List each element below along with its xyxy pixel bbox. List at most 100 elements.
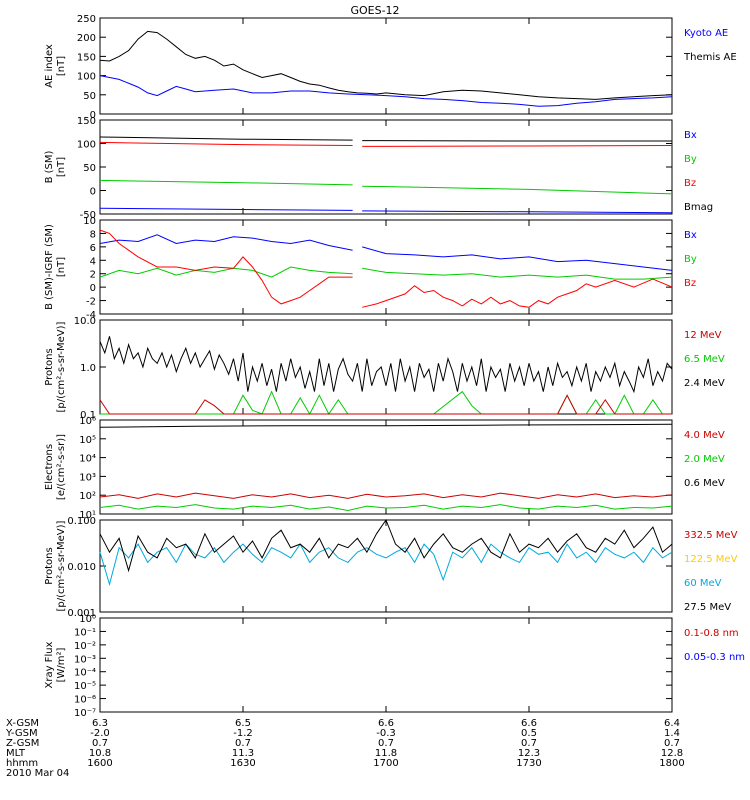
legend-entry: 2.4 MeV xyxy=(684,378,725,389)
ephemeris-value: 11.8 xyxy=(375,748,397,759)
y-tick-label: 150 xyxy=(77,52,96,63)
y-tick-label: 150 xyxy=(77,116,96,127)
ephemeris-label: MLT xyxy=(6,748,26,759)
ephemeris-value: 0.5 xyxy=(521,728,537,739)
plot-title: GOES-12 xyxy=(350,4,399,17)
y-axis-title: [nT] xyxy=(56,257,67,277)
series-line xyxy=(362,278,673,308)
y-tick-label: 10⁵ xyxy=(79,435,96,446)
ephemeris-value: 0.7 xyxy=(664,738,680,749)
y-axis-title: Xray Flux xyxy=(44,641,55,688)
y-tick-label: 10⁻² xyxy=(74,641,96,652)
y-tick-label: 50 xyxy=(83,91,96,102)
ephemeris-value: 11.3 xyxy=(232,748,254,759)
legend-entry: 332.5 MeV xyxy=(684,530,738,541)
y-tick-label: 100 xyxy=(77,140,96,151)
y-tick-label: 0 xyxy=(90,187,96,198)
series-line xyxy=(99,394,672,415)
series-line xyxy=(99,179,353,186)
series-line xyxy=(362,267,673,280)
legend-entry: 2.0 MeV xyxy=(684,454,725,465)
ephemeris-value: 1600 xyxy=(87,758,112,769)
y-tick-label: 6 xyxy=(90,243,96,254)
y-axis-title: Protons xyxy=(44,348,55,385)
y-tick-label: 0 xyxy=(90,110,96,121)
y-tick-label: 10⁻³ xyxy=(74,654,96,665)
y-tick-label: 0.100 xyxy=(67,516,96,527)
y-tick-label: 10⁻⁶ xyxy=(74,695,96,706)
date-label: 2010 Mar 04 xyxy=(6,768,69,779)
legend-entry: Bz xyxy=(684,278,696,289)
ephemeris-value: 10.8 xyxy=(89,748,111,759)
y-tick-label: 4 xyxy=(90,256,96,267)
series-line xyxy=(99,543,673,587)
series-line xyxy=(99,229,353,305)
y-tick-label: 10¹ xyxy=(79,510,96,521)
series-line xyxy=(362,145,673,147)
legend-entry: By xyxy=(684,154,697,165)
ephemeris-value: 1730 xyxy=(516,758,541,769)
ephemeris-label: Z-GSM xyxy=(6,738,39,749)
y-axis-title: Protons xyxy=(44,547,55,584)
y-axis-title: [p/(cm²-s-sr-MeV)] xyxy=(56,520,67,611)
y-tick-label: 8 xyxy=(90,229,96,240)
y-tick-label: -4 xyxy=(86,310,96,321)
ephemeris-value: 6.5 xyxy=(235,718,251,729)
ephemeris-label: X-GSM xyxy=(6,718,39,729)
legend-entry: 0.05-0.3 nm xyxy=(684,652,745,663)
ephemeris-value: 0.7 xyxy=(235,738,251,749)
series-line xyxy=(362,185,673,195)
series-line xyxy=(99,136,353,141)
y-tick-label: 10⁻¹ xyxy=(74,627,96,638)
panel-6: 0.100 0.010 0.001 Protons [p/(cm²-s-sr-MeV)]… xyxy=(44,516,738,619)
legend-entry: Bmag xyxy=(684,202,713,213)
y-tick-label: 0.1 xyxy=(80,410,96,421)
panel-1: 250 200 150 100 50 0 AE index [nT] Kyoto AE Themi… xyxy=(44,14,737,121)
legend-entry: By xyxy=(684,254,697,265)
y-tick-label: 1.0 xyxy=(80,363,96,374)
ephemeris-value: 1.4 xyxy=(664,728,680,739)
y-tick-label: 0.001 xyxy=(67,608,96,619)
ephemeris-value: 1800 xyxy=(659,758,684,769)
legend-entry: 12 MeV xyxy=(684,330,722,341)
series-line xyxy=(99,141,353,146)
series-line xyxy=(99,518,673,573)
ephemeris-value: 6.4 xyxy=(664,718,680,729)
series-line xyxy=(99,30,673,100)
panel-2: 150 100 50 0 -50 B (SM) [nT] Bx By Bz Bmag xyxy=(44,116,713,221)
y-axis-title: Electrons xyxy=(44,444,55,490)
legend-entry: 4.0 MeV xyxy=(684,430,725,441)
y-axis-title: B (SM)-IGRF (SM) xyxy=(44,224,55,310)
y-tick-label: 10⁻⁴ xyxy=(74,668,96,679)
ephemeris-table: X-GSM 6.3 6.5 6.6 6.6 6.4 Y-GSM -2.0 -1.2 -0.3 0.5… xyxy=(5,718,685,779)
series-line xyxy=(99,266,353,278)
y-tick-label: 10⁴ xyxy=(79,454,96,465)
y-tick-label: 10⁻⁷ xyxy=(74,708,96,719)
y-tick-label: 10⁻⁵ xyxy=(74,681,96,692)
ephemeris-value: 6.6 xyxy=(378,718,394,729)
panel-7: 10⁰ 10⁻¹ 10⁻² 10⁻³ 10⁻⁴ 10⁻⁵ 10⁻⁶ 10⁻⁷ Xray Flux… xyxy=(44,614,745,719)
y-axis-title: B (SM) xyxy=(44,150,55,183)
legend-entry: 0.1-0.8 nm xyxy=(684,628,739,639)
y-tick-label: 10.0 xyxy=(74,316,96,327)
y-tick-label: 10² xyxy=(79,491,96,502)
series-line xyxy=(99,207,353,211)
ephemeris-value: 12.3 xyxy=(518,748,540,759)
ephemeris-value: 0.7 xyxy=(92,738,108,749)
panel-3: 10 8 6 4 2 0 -2 -4 B (SM)-IGRF (SM) [nT] Bx By Bz xyxy=(44,216,697,321)
y-tick-label: 2 xyxy=(90,270,96,281)
series-line xyxy=(99,504,673,512)
ephemeris-value: 0.7 xyxy=(521,738,537,749)
ephemeris-value: -0.3 xyxy=(376,728,396,739)
y-axis-title: [p/(cm²-s-sr-MeV)] xyxy=(56,321,67,412)
y-tick-label: 10 xyxy=(83,216,96,227)
series-line xyxy=(99,336,673,394)
legend-entry: 6.5 MeV xyxy=(684,354,725,365)
legend-entry: Themis AE xyxy=(683,52,737,63)
legend-entry: 27.5 MeV xyxy=(684,602,731,613)
ephemeris-label: hhmm xyxy=(6,758,38,769)
legend-entry: Kyoto AE xyxy=(684,28,728,39)
legend-entry: Bx xyxy=(684,230,697,241)
y-tick-label: 50 xyxy=(83,163,96,174)
